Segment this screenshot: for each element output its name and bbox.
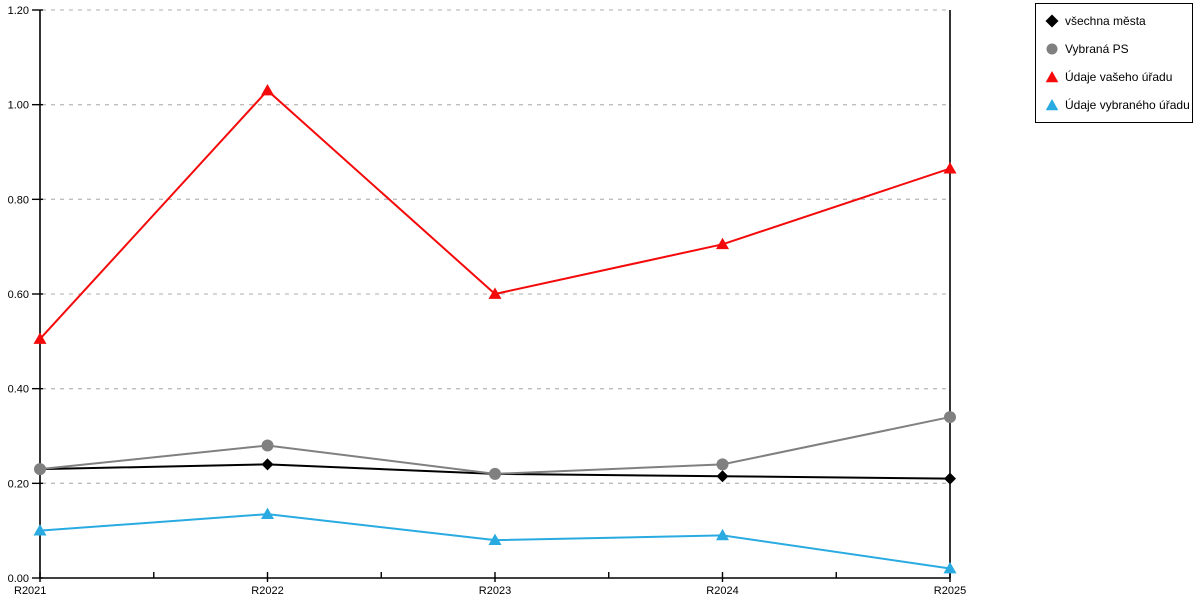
- diamond-marker-icon: [1045, 14, 1059, 28]
- data-point-marker-circle: [34, 463, 46, 476]
- data-point-marker-triangle: [488, 533, 502, 546]
- legend-item-label: Údaje vašeho úřadu: [1065, 70, 1173, 84]
- data-point-marker-circle: [261, 439, 274, 452]
- x-axis-tick-label: R2023: [479, 585, 511, 597]
- legend-item-label: Vybraná PS: [1065, 42, 1129, 56]
- legend-item-label: Údaje vybraného úřadu: [1065, 98, 1190, 112]
- y-axis-tick-label: 0.00: [8, 573, 29, 585]
- y-axis-tick-label: 1.00: [8, 100, 29, 112]
- x-axis-tick-label: R2024: [706, 585, 738, 597]
- x-axis-tick-label: R2022: [251, 585, 283, 597]
- y-axis-tick-label: 0.40: [8, 384, 29, 396]
- series-line-2: [39, 89, 951, 340]
- y-axis-tick-label: 0.20: [8, 478, 29, 490]
- data-point-marker-circle: [489, 467, 501, 480]
- y-axis-tick-label: 0.80: [8, 194, 29, 206]
- data-point-marker-triangle: [716, 528, 729, 541]
- data-point-marker-triangle: [488, 287, 502, 299]
- data-point-marker-triangle: [261, 83, 274, 96]
- triangle-marker-icon: [1045, 99, 1059, 111]
- data-point-marker-circle: [944, 411, 956, 424]
- data-point-marker-diamond: [944, 472, 956, 485]
- x-axis-tick-label: R2021: [14, 585, 46, 597]
- data-point-marker-triangle: [33, 332, 47, 344]
- triangle-marker-icon: [1045, 71, 1059, 83]
- legend: všechna města Vybraná PS Údaje vašeho úřad…: [1035, 3, 1193, 123]
- data-point-marker-diamond: [261, 458, 274, 471]
- legend-item-1: Vybraná PS: [1045, 41, 1184, 57]
- legend-item-label: všechna města: [1065, 14, 1146, 28]
- data-point-marker-triangle: [943, 162, 957, 174]
- data-point-marker-circle: [716, 458, 729, 471]
- data-point-marker-triangle: [716, 237, 729, 250]
- legend-item-3: Údaje vybraného úřadu: [1045, 97, 1190, 113]
- data-point-marker-diamond: [716, 470, 729, 483]
- data-point-marker-triangle: [33, 524, 47, 536]
- y-axis-tick-label: 0.60: [8, 289, 29, 301]
- legend-item-0: všechna města: [1045, 13, 1184, 29]
- data-point-marker-triangle: [261, 507, 274, 519]
- y-axis-tick-label: 1.20: [8, 5, 29, 17]
- circle-marker-icon: [1046, 43, 1058, 55]
- legend-item-2: Údaje vašeho úřadu: [1045, 69, 1184, 85]
- x-axis-tick-label: R2025: [934, 585, 966, 597]
- data-point-marker-triangle: [943, 562, 957, 574]
